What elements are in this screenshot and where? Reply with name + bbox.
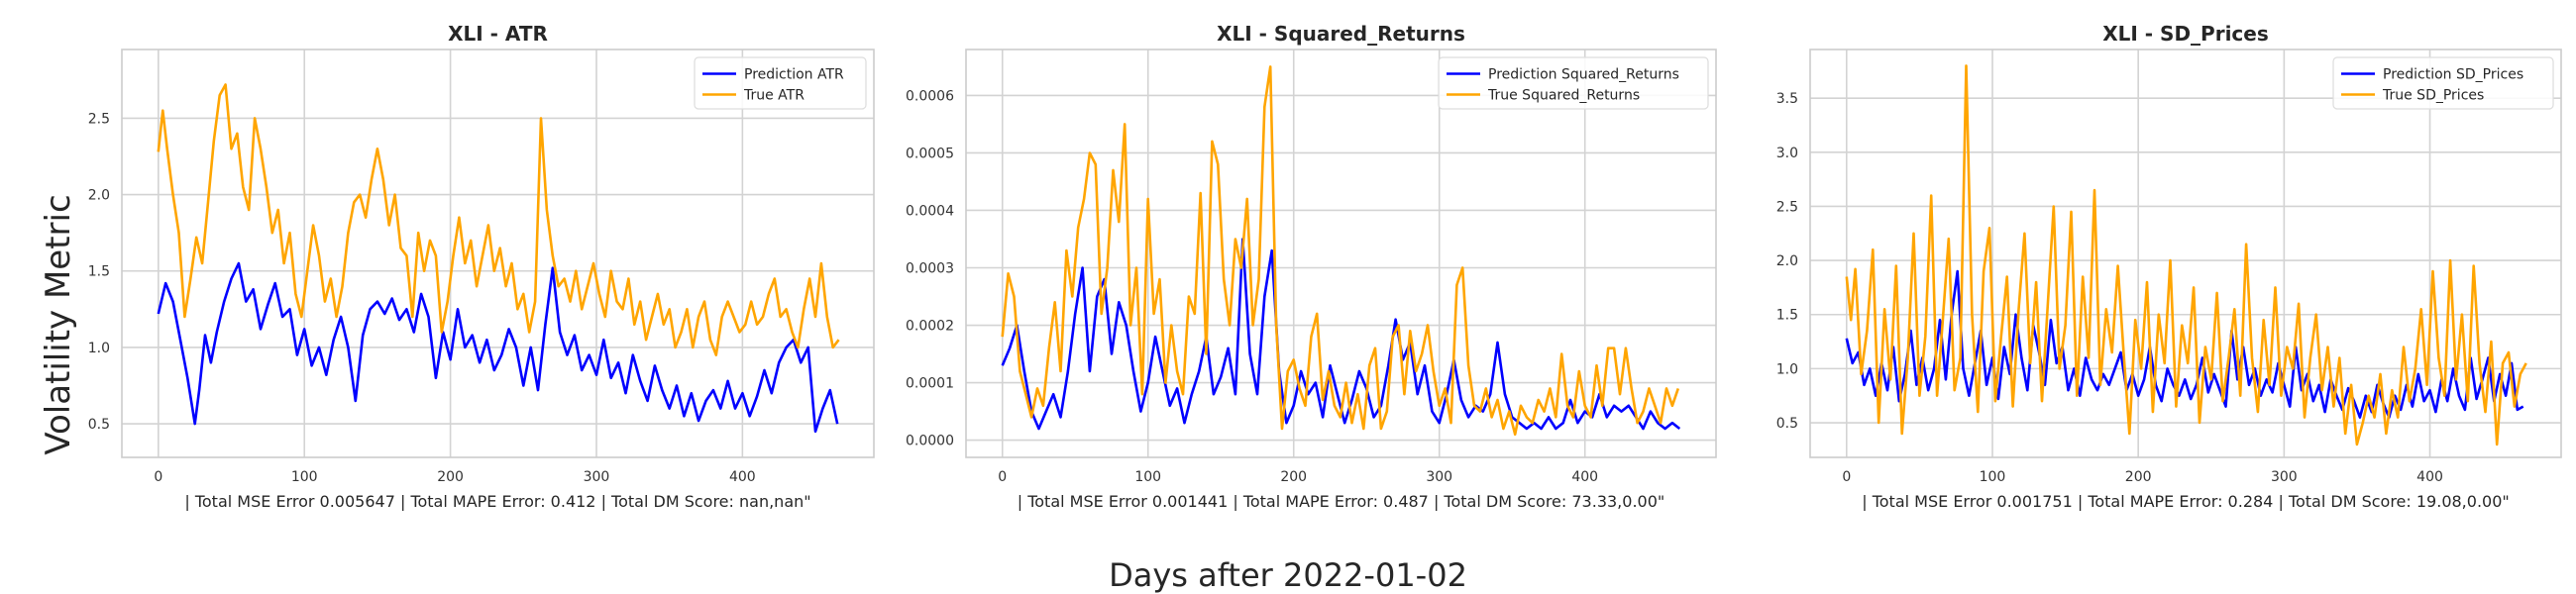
y-tick-label: 3.0 (1776, 146, 1798, 161)
legend-entry: True ATR (743, 88, 805, 104)
legend: Prediction SD_Prices True SD_Prices (2332, 56, 2554, 110)
legend: Prediction Squared_Returns True Squared_R… (1438, 56, 1709, 110)
plot-area (966, 50, 1716, 457)
x-tick-label: 100 (291, 469, 318, 485)
legend-box (694, 56, 867, 110)
y-tick-label: 0.0001 (906, 376, 954, 392)
series-line-true (1845, 64, 2527, 446)
series-line-true (1001, 65, 1680, 437)
legend-entry: Prediction SD_Prices (2383, 67, 2523, 83)
x-tick-label: 400 (1571, 469, 1598, 485)
y-tick-label: 0.0000 (906, 434, 954, 449)
plot-area (1810, 50, 2561, 457)
x-tick-label: 300 (1426, 469, 1452, 485)
y-tick-label: 1.0 (88, 341, 110, 356)
axes-frame (121, 49, 875, 458)
legend-box (2332, 56, 2554, 110)
y-tick-label: 0.0002 (906, 319, 954, 335)
x-axis-label: | Total MSE Error 0.005647 | Total MAPE … (184, 492, 810, 511)
x-tick-label: 400 (2416, 469, 2443, 485)
subplot-3: 0 100 200 300 400 0.5 1.0 1.5 2.0 2.5 3.0 3.5 XLI - … (1776, 22, 2562, 511)
x-tick-label: 0 (154, 469, 162, 485)
legend-entry: Prediction Squared_Returns (1488, 67, 1679, 83)
x-tick-label: 200 (437, 469, 464, 485)
x-tick-label: 100 (1980, 469, 2006, 485)
x-tick-label: 0 (998, 469, 1007, 485)
y-tick-label: 0.0004 (906, 203, 954, 219)
series-line-true (157, 83, 840, 356)
x-tick-label: 100 (1134, 469, 1161, 485)
y-tick-label: 0.5 (88, 417, 110, 433)
y-tick-label: 0.0006 (906, 88, 954, 104)
x-tick-label: 300 (2271, 469, 2298, 485)
chart-title: XLI - SD_Prices (2102, 22, 2269, 46)
y-tick-label: 1.0 (1776, 361, 1798, 377)
x-tick-label: 400 (729, 469, 756, 485)
subplot-grid: 0 100 200 300 400 0.5 1.0 1.5 2.0 2.5 XLI - ATR | T… (88, 22, 2562, 511)
y-tick-label: 0.0003 (906, 261, 954, 277)
subplot-1: 0 100 200 300 400 0.5 1.0 1.5 2.0 2.5 XLI - ATR | T… (88, 22, 875, 511)
shared-x-axis-label: Days after 2022-01-02 (1109, 556, 1467, 594)
axes-frame (1809, 49, 2562, 458)
x-tick-label: 0 (1842, 469, 1851, 485)
legend: Prediction ATR True ATR (694, 56, 867, 110)
legend-entry: True SD_Prices (2382, 88, 2484, 104)
y-tick-label: 1.5 (88, 264, 110, 280)
y-tick-label: 2.0 (1776, 253, 1798, 269)
y-tick-label: 0.5 (1776, 416, 1798, 432)
legend-entry: Prediction ATR (744, 67, 844, 83)
x-tick-label: 200 (2125, 469, 2152, 485)
subplot-2: 0 100 200 300 400 0.0000 0.0001 0.0002 0.0003 0.0… (906, 22, 1717, 511)
legend-entry: True Squared_Returns (1487, 88, 1640, 104)
legend-box (1438, 56, 1709, 110)
y-tick-label: 1.5 (1776, 308, 1798, 324)
axes-frame (965, 49, 1717, 458)
x-axis-label: | Total MSE Error 0.001751 | Total MAPE … (1862, 492, 2510, 511)
chart-title: XLI - Squared_Returns (1217, 22, 1465, 46)
y-tick-label: 0.0005 (906, 146, 954, 161)
x-tick-label: 200 (1280, 469, 1307, 485)
x-axis-label: | Total MSE Error 0.001441 | Total MAPE … (1018, 492, 1665, 511)
x-tick-label: 300 (584, 469, 610, 485)
y-tick-label: 2.5 (1776, 199, 1798, 215)
y-tick-label: 3.5 (1776, 91, 1798, 107)
series-line-prediction (157, 261, 839, 434)
y-tick-label: 2.0 (88, 188, 110, 204)
shared-y-axis-label: Volatility Metric (39, 194, 78, 454)
chart-title: XLI - ATR (448, 22, 548, 46)
y-tick-label: 2.5 (88, 111, 110, 127)
